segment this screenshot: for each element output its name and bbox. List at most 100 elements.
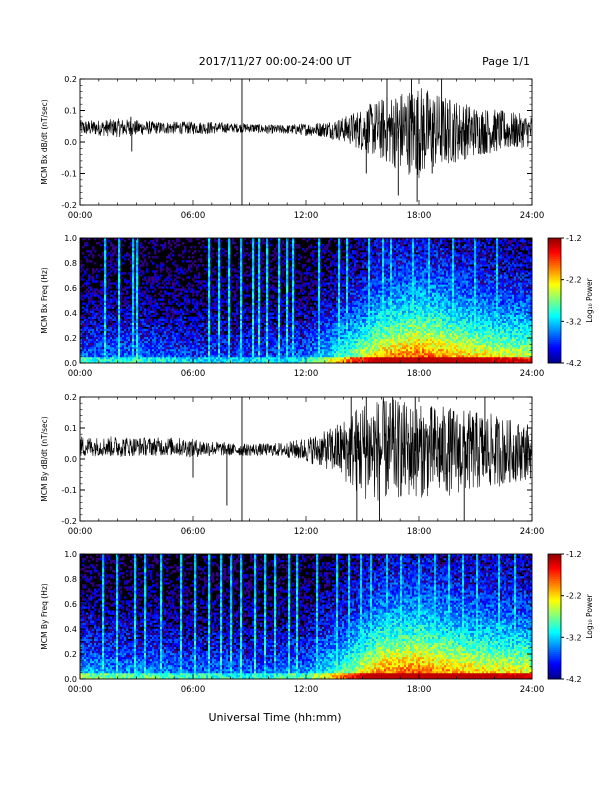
spectrogram-cell [108, 327, 110, 329]
spectrogram-cell [316, 339, 318, 341]
spectrogram-cell [110, 343, 112, 345]
spectrogram-cell [318, 242, 320, 244]
spectrogram-cell [224, 329, 226, 331]
spectrogram-cell [184, 290, 186, 292]
spectrogram-cell [98, 333, 100, 335]
spectrogram-cell [194, 353, 196, 355]
spectrogram-cell [272, 331, 274, 333]
spectrogram-cell [184, 351, 186, 353]
spectrogram-cell [116, 254, 118, 256]
spectrogram-cell [208, 333, 210, 335]
spectrogram-cell [144, 359, 146, 361]
spectrogram-cell [306, 349, 308, 351]
spectrogram-cell [188, 282, 190, 284]
spectrogram-cell [250, 270, 252, 272]
spectrogram-cell [156, 244, 158, 246]
spectrogram-cell [114, 325, 116, 327]
spectrogram-cell [84, 341, 86, 343]
spectrogram-cell [112, 323, 114, 325]
spectrogram-cell [156, 341, 158, 343]
spectrogram-cell [146, 317, 148, 319]
spectrogram-cell [216, 298, 218, 300]
spectrogram-cell [214, 301, 216, 303]
spectrogram-cell [252, 357, 254, 359]
spectrogram-cell [178, 329, 180, 331]
spectrogram-cell [306, 307, 308, 309]
spectrogram-cell [190, 319, 192, 321]
spectrogram-cell [132, 313, 134, 315]
spectrogram-cell [188, 240, 190, 242]
spectrogram-cell [102, 347, 104, 349]
spectrogram-cell [312, 349, 314, 351]
spectrogram-cell [258, 268, 260, 270]
spectrogram-cell [152, 339, 154, 341]
spectrogram-cell [218, 286, 220, 288]
spectrogram-cell [96, 331, 98, 333]
spectrogram-cell [92, 272, 94, 274]
spectrogram-cell [84, 345, 86, 347]
spectrogram-cell [114, 335, 116, 337]
spectrogram-cell [204, 268, 206, 270]
spectrogram-cell [154, 280, 156, 282]
spectrogram-cell [104, 309, 106, 311]
spectrogram-cell [196, 353, 198, 355]
spectrogram-cell [204, 272, 206, 274]
spectrogram-cell [126, 349, 128, 351]
spectrogram-cell [316, 327, 318, 329]
spectrogram-cell [252, 359, 254, 361]
spectrogram-cell [82, 329, 84, 331]
spectrogram-cell [312, 250, 314, 252]
spectrogram-cell [132, 282, 134, 284]
spectrogram-cell [234, 315, 236, 317]
spectrogram-cell [284, 347, 286, 349]
spectrogram-cell [234, 274, 236, 276]
spectrogram-cell [218, 353, 220, 355]
spectrogram-cell [154, 274, 156, 276]
spectrogram-cell [318, 260, 320, 262]
spectrogram-cell [208, 313, 210, 315]
spectrogram-cell [266, 305, 268, 307]
spectrogram-cell [124, 329, 126, 331]
spectrogram-cell [266, 333, 268, 335]
spectrogram-cell [150, 331, 152, 333]
spectrogram-cell [294, 351, 296, 353]
spectrogram-cell [256, 276, 258, 278]
spectrogram-cell [170, 292, 172, 294]
spectrogram-cell [162, 280, 164, 282]
spectrogram-cell [296, 331, 298, 333]
spectrogram-cell [152, 347, 154, 349]
spectrogram-cell [230, 355, 232, 357]
spectrogram-cell [132, 333, 134, 335]
spectrogram-cell [242, 343, 244, 345]
spectrogram-cell [134, 351, 136, 353]
spectrogram-cell [126, 355, 128, 357]
spectrogram-cell [172, 296, 174, 298]
spectrogram-cell [210, 309, 212, 311]
spectrogram-cell [310, 321, 312, 323]
spectrogram-cell [274, 301, 276, 303]
spectrogram-cell [240, 355, 242, 357]
spectrogram-cell [98, 311, 100, 313]
spectrogram-cell [304, 256, 306, 258]
spectrogram-cell [316, 270, 318, 272]
spectrogram-cell [258, 315, 260, 317]
spectrogram-cell [282, 296, 284, 298]
spectrogram-cell [124, 331, 126, 333]
spectrogram-cell [82, 339, 84, 341]
spectrogram-cell [102, 301, 104, 303]
spectrogram-cell [148, 325, 150, 327]
spectrogram-cell [242, 351, 244, 353]
spectrogram-cell [254, 282, 256, 284]
spectrogram-cell [278, 242, 280, 244]
spectrogram-cell [104, 351, 106, 353]
spectrogram-cell [220, 303, 222, 305]
spectrogram-cell [322, 333, 324, 335]
spectrogram-cell [174, 311, 176, 313]
spectrogram-cell [240, 294, 242, 296]
spectrogram-cell [158, 325, 160, 327]
spectrogram-cell [84, 242, 86, 244]
spectrogram-cell [212, 345, 214, 347]
spectrogram-cell [328, 284, 330, 286]
spectrogram-cell [110, 294, 112, 296]
spectrogram-cell [126, 359, 128, 361]
